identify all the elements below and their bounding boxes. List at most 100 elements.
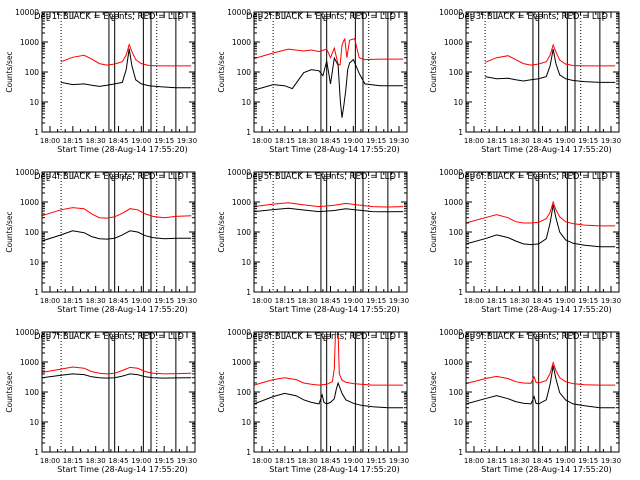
y-tick-label: 100 <box>25 228 40 237</box>
y-tick-label: 100 <box>237 388 252 397</box>
x-tick-label: 19:00 <box>131 297 151 305</box>
series-line-lld <box>484 43 616 67</box>
corner-label: E <box>470 175 474 183</box>
x-tick-label: 19:30 <box>177 457 197 465</box>
x-tick-label: 18:00 <box>464 137 484 145</box>
y-tick-label: 10000 <box>227 8 251 17</box>
corner-label: E <box>46 175 50 183</box>
x-tick-label: 18:00 <box>464 457 484 465</box>
y-tick-label: 1 <box>246 128 251 137</box>
x-axis-label: Start Time (28-Aug-14 17:55:20) <box>57 305 188 314</box>
x-tick-label: 18:45 <box>532 457 552 465</box>
x-axis-label: Start Time (28-Aug-14 17:55:20) <box>57 465 188 474</box>
x-tick-label: 18:30 <box>298 137 318 145</box>
series-line-lld <box>465 200 616 227</box>
corner-label: F <box>178 175 182 183</box>
x-tick-label: 18:15 <box>275 137 295 145</box>
x-tick-label: 19:00 <box>343 137 363 145</box>
corner-label: F <box>602 15 606 23</box>
x-tick-label: 18:45 <box>108 297 128 305</box>
corner-label: F <box>602 175 606 183</box>
x-tick-label: 19:30 <box>601 457 621 465</box>
y-axis-label: Counts/sec <box>217 51 226 92</box>
x-tick-label: 18:00 <box>252 457 272 465</box>
x-tick-label: 19:00 <box>131 457 151 465</box>
y-tick-label: 1000 <box>20 198 39 207</box>
x-tick-label: 18:00 <box>40 457 60 465</box>
y-tick-label: 1 <box>34 448 39 457</box>
y-tick-label: 10000 <box>15 328 39 337</box>
corner-label: E <box>470 335 474 343</box>
series-line-lld <box>465 361 616 386</box>
x-tick-label: 18:00 <box>252 297 272 305</box>
chart-panel-1: Det 1f BLACK = Events, RED = LLDCounts/s… <box>5 8 197 154</box>
y-tick-label: 1000 <box>20 358 39 367</box>
x-tick-label: 19:00 <box>555 137 575 145</box>
y-axis-label: Counts/sec <box>5 371 14 412</box>
x-tick-label: 18:45 <box>320 137 340 145</box>
x-tick-label: 18:15 <box>487 137 507 145</box>
x-axis-label: Start Time (28-Aug-14 17:55:20) <box>481 305 612 314</box>
y-tick-label: 1 <box>34 288 39 297</box>
x-tick-label: 19:30 <box>177 137 197 145</box>
corner-label: E <box>535 15 539 23</box>
x-tick-label: 18:30 <box>510 137 530 145</box>
y-axis-label: Counts/sec <box>429 371 438 412</box>
y-tick-label: 10 <box>241 418 251 427</box>
chart-panel-3: Det 3f BLACK = Events, RED = LLDCounts/s… <box>429 8 621 154</box>
x-tick-label: 18:30 <box>86 297 106 305</box>
chart-panel-8: Det 8f BLACK = Events, RED = LLDCounts/s… <box>217 328 409 474</box>
y-tick-label: 100 <box>25 388 40 397</box>
corner-label: F <box>602 335 606 343</box>
x-tick-label: 18:00 <box>252 137 272 145</box>
y-tick-label: 1000 <box>232 38 251 47</box>
y-tick-label: 1000 <box>444 358 463 367</box>
y-tick-label: 1 <box>34 128 39 137</box>
x-axis-label: Start Time (28-Aug-14 17:55:20) <box>57 145 188 154</box>
corner-label: E <box>111 15 115 23</box>
corner-label: F <box>178 335 182 343</box>
x-tick-label: 19:00 <box>555 457 575 465</box>
x-tick-label: 19:30 <box>389 457 409 465</box>
x-tick-label: 19:15 <box>366 137 386 145</box>
x-tick-label: 18:00 <box>40 297 60 305</box>
x-tick-label: 18:45 <box>532 297 552 305</box>
x-tick-label: 19:15 <box>578 457 598 465</box>
x-tick-label: 19:30 <box>389 137 409 145</box>
y-tick-label: 10000 <box>15 8 39 17</box>
x-tick-label: 18:15 <box>275 457 295 465</box>
corner-label: E <box>46 15 50 23</box>
chart-panel-6: Det 6f BLACK = Events, RED = LLDCounts/s… <box>429 168 621 314</box>
x-tick-label: 19:00 <box>131 137 151 145</box>
plot-frame <box>465 171 620 293</box>
corner-label: E <box>111 335 115 343</box>
x-tick-label: 18:45 <box>108 137 128 145</box>
x-tick-label: 18:45 <box>532 137 552 145</box>
chart-panel-9: Det 9f BLACK = Events, RED = LLDCounts/s… <box>429 328 621 474</box>
x-axis-label: Start Time (28-Aug-14 17:55:20) <box>481 145 612 154</box>
y-tick-label: 10 <box>29 418 39 427</box>
chart-panel-5: Det 5f BLACK = Events, RED = LLDCounts/s… <box>217 168 409 314</box>
series-line-lld <box>41 207 192 219</box>
x-tick-label: 19:00 <box>555 297 575 305</box>
x-tick-label: 18:45 <box>320 297 340 305</box>
series-line-events <box>465 365 616 409</box>
series-line-lld <box>253 202 404 208</box>
corner-label: F <box>390 175 394 183</box>
y-axis-label: Counts/sec <box>217 211 226 252</box>
chart-panel-2: Det 2f BLACK = Events, RED = LLDCounts/s… <box>217 8 409 154</box>
y-tick-label: 1000 <box>20 38 39 47</box>
x-tick-label: 19:15 <box>366 297 386 305</box>
corner-label: E <box>323 175 327 183</box>
x-tick-label: 19:30 <box>177 297 197 305</box>
corner-label: E <box>470 15 474 23</box>
x-tick-label: 19:15 <box>366 457 386 465</box>
y-tick-label: 10 <box>453 98 463 107</box>
x-tick-label: 18:15 <box>487 297 507 305</box>
y-tick-label: 10 <box>241 258 251 267</box>
y-tick-label: 1 <box>458 128 463 137</box>
series-line-lld <box>41 366 192 375</box>
x-tick-label: 18:30 <box>510 297 530 305</box>
x-tick-label: 18:30 <box>86 457 106 465</box>
